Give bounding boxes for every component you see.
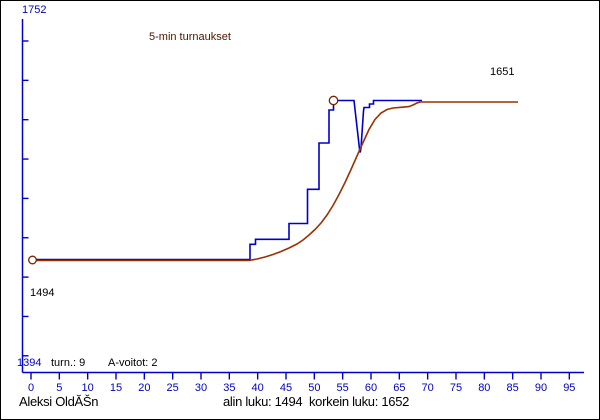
x-tick-label: 65 (393, 382, 406, 394)
y-axis-max-label: 1752 (22, 4, 47, 16)
x-tick-label: 80 (478, 382, 491, 394)
x-tick-label: 5 (56, 382, 63, 394)
a-wins-label: A-voitot: 2 (108, 357, 158, 369)
x-tick-label: 75 (449, 382, 463, 394)
x-tick-label: 25 (166, 382, 179, 394)
final-value-label: 1651 (490, 66, 515, 78)
x-tick-label: 95 (563, 382, 576, 394)
x-tick-label: 45 (279, 382, 293, 394)
start-value-label: 1494 (30, 287, 55, 299)
min-max-summary: alin luku: 1494 korkein luku: 1652 (223, 394, 410, 409)
x-tick-label: 70 (421, 382, 434, 394)
x-tick-label: 30 (194, 382, 208, 394)
series-trend (32, 101, 518, 262)
x-tick-label: 0 (27, 382, 35, 394)
x-tick-label: 85 (506, 382, 519, 394)
x-tick-label: 35 (223, 382, 236, 394)
x-tick-label: 60 (364, 382, 378, 394)
x-tick-label: 15 (109, 382, 123, 394)
chart-title: 5-min turnaukset (149, 31, 231, 43)
x-tick-label: 50 (308, 382, 321, 394)
player-name: Aleksi OldĂŠn (19, 394, 99, 409)
x-tick-label: 90 (534, 382, 548, 394)
x-tick-label: 55 (336, 382, 349, 394)
x-tick-label: 10 (81, 382, 94, 394)
y-axis-min-label: 1394 (17, 357, 42, 369)
series-rating-steps (32, 99, 422, 261)
peak-marker (328, 95, 339, 106)
tournament-count-label: turn.: 9 (51, 357, 86, 369)
start-marker (28, 255, 37, 265)
x-tick-label: 40 (251, 382, 264, 394)
x-tick-label: 20 (138, 382, 151, 394)
